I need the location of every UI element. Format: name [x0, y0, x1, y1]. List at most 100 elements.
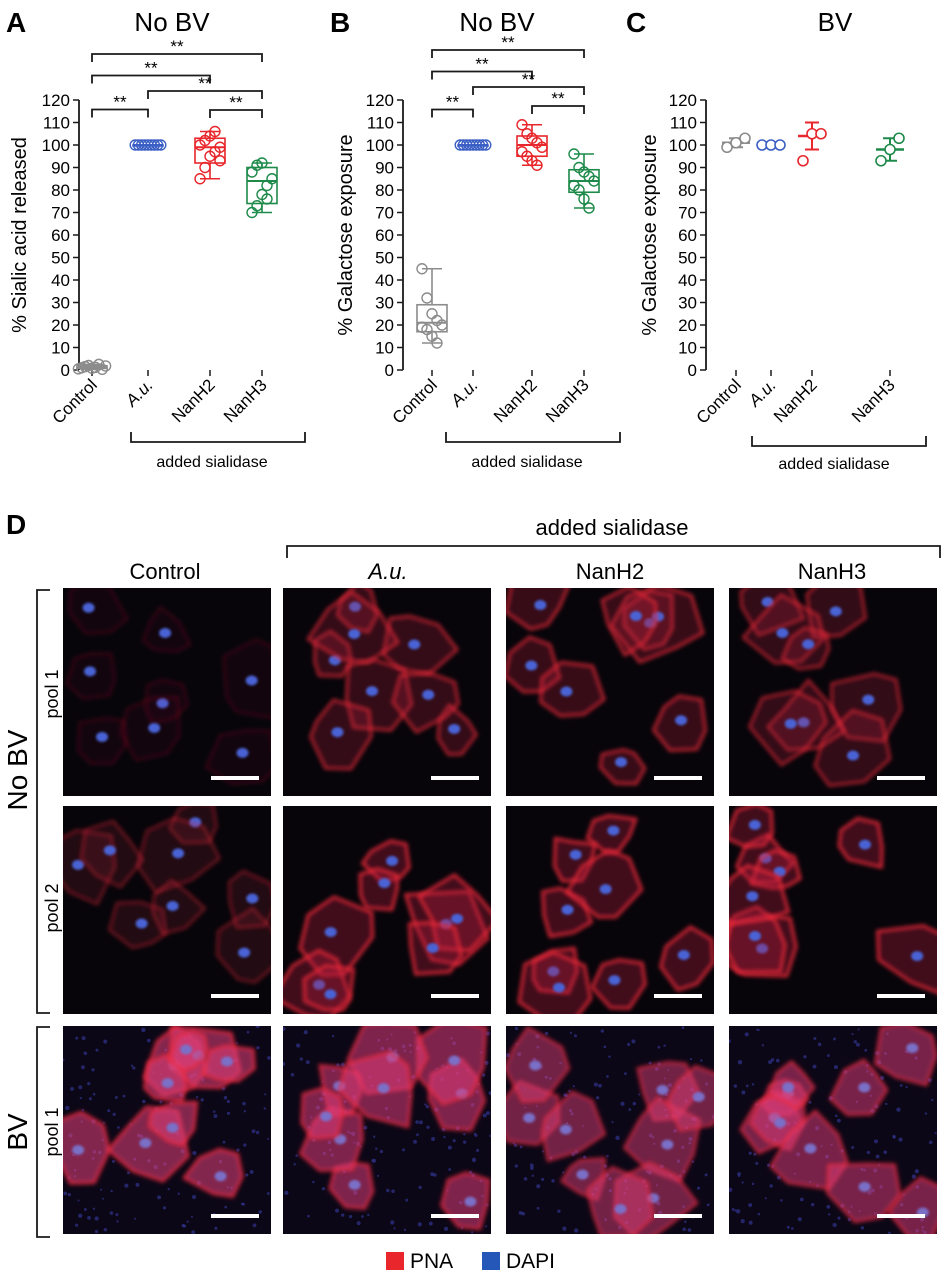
nucleus — [614, 1203, 627, 1214]
micrograph-tile-r1-a-u — [283, 588, 491, 796]
dapi-debris — [122, 1094, 126, 1098]
nucleus — [615, 757, 628, 768]
significance-a-3-bracket — [209, 109, 263, 118]
dapi-debris — [832, 1037, 836, 1041]
dapi-debris — [572, 1085, 575, 1088]
dapi-debris — [95, 1048, 99, 1052]
dapi-debris — [737, 1172, 741, 1176]
significance-a-0-bracket — [91, 53, 263, 62]
dapi-debris — [340, 1213, 345, 1217]
significance-b-0-label: ** — [501, 33, 515, 52]
significance-b-4-bracket — [431, 108, 474, 118]
legend-swatch-dapi — [482, 1252, 500, 1270]
dapi-debris — [94, 1229, 99, 1234]
y-tick-label-c-100: 100 — [669, 136, 697, 155]
dapi-debris — [307, 1214, 310, 1218]
nucleus — [448, 1055, 461, 1066]
dapi-debris — [91, 1068, 95, 1072]
micrograph-tile-r2-nanh3 — [729, 806, 937, 1014]
dapi-debris — [827, 1213, 831, 1216]
nucleus — [426, 943, 439, 954]
dapi-debris — [930, 1098, 934, 1102]
dapi-debris — [557, 1209, 561, 1213]
micrograph-tile-r2-nanh2 — [506, 806, 714, 1014]
dapi-debris — [242, 1101, 246, 1106]
dapi-debris — [684, 1220, 687, 1224]
dapi-debris — [896, 1107, 901, 1112]
bracket-added-sialidase-c: added sialidase — [751, 436, 927, 473]
dapi-debris — [110, 1189, 113, 1193]
dapi-debris — [263, 1107, 266, 1110]
point-a-control-8 — [99, 360, 112, 372]
dapi-debris — [514, 1143, 518, 1148]
nucleus — [782, 1082, 795, 1093]
dapi-debris — [103, 1227, 108, 1232]
nucleus — [408, 639, 421, 650]
dapi-debris — [748, 1220, 753, 1225]
dapi-debris — [753, 1152, 757, 1156]
nucleus — [377, 1083, 390, 1094]
nucleus — [523, 1112, 536, 1123]
y-tick-label-a-120: 120 — [42, 91, 70, 110]
point-c-nanh2-2 — [815, 127, 827, 140]
dapi-debris — [573, 1034, 577, 1038]
point-a-nanh3-6 — [251, 159, 263, 171]
nucleus — [525, 660, 538, 671]
point-b-nanh2-4 — [536, 141, 548, 153]
point-c-control-0 — [721, 141, 733, 154]
point-a-nanh2-9 — [214, 155, 226, 167]
nucleus — [348, 1179, 361, 1190]
dapi-debris — [813, 1037, 817, 1040]
dapi-debris — [448, 1168, 452, 1171]
column-header-nanh2: NanH2 — [576, 559, 644, 584]
group-label-bv: BV — [2, 1113, 33, 1151]
dapi-debris — [224, 1205, 228, 1209]
dapi-debris — [853, 1040, 857, 1044]
point-b-control-0 — [416, 263, 428, 275]
point-a-nanh3-1 — [251, 200, 263, 212]
dapi-debris — [751, 1083, 755, 1086]
dapi-debris — [418, 1185, 422, 1190]
dapi-debris — [331, 1035, 335, 1038]
significance-b-2-label: ** — [522, 70, 536, 89]
nucleus — [214, 1171, 227, 1182]
dapi-debris — [79, 1096, 82, 1100]
dapi-debris — [681, 1026, 685, 1030]
dapi-debris — [141, 1027, 146, 1033]
dapi-debris — [731, 1208, 735, 1211]
dapi-debris — [648, 1061, 652, 1065]
point-a-a-u-6 — [148, 139, 161, 151]
dapi-debris — [245, 1173, 249, 1177]
cell — [517, 951, 593, 1014]
dapi-debris — [741, 1090, 746, 1095]
dapi-debris — [416, 1133, 419, 1137]
dapi-debris — [356, 1221, 361, 1226]
dapi-debris — [162, 1206, 167, 1210]
y-tick-label-b-10: 10 — [375, 339, 394, 358]
dapi-debris — [70, 1087, 74, 1091]
nucleus — [534, 600, 547, 611]
dapi-debris — [775, 1058, 780, 1063]
nucleus — [773, 866, 786, 877]
y-tick-label-a-0: 0 — [61, 361, 70, 380]
point-b-a-u-8 — [480, 139, 492, 151]
point-c-nanh3-0 — [875, 154, 887, 167]
cell — [182, 1147, 244, 1198]
dapi-debris — [611, 1121, 614, 1124]
nucleus — [172, 848, 185, 859]
dapi-debris — [78, 1085, 83, 1090]
dapi-debris — [485, 1111, 490, 1116]
nucleus — [569, 849, 582, 860]
cell — [539, 660, 606, 718]
dapi-debris — [236, 1148, 240, 1152]
dapi-debris — [885, 1102, 888, 1106]
dapi-debris — [266, 1192, 270, 1195]
dapi-debris — [482, 1073, 486, 1077]
dapi-debris — [729, 1039, 731, 1043]
dapi-debris — [735, 1209, 741, 1214]
dapi-debris — [596, 1096, 600, 1100]
dapi-debris — [186, 1220, 189, 1223]
dapi-debris — [243, 1143, 247, 1147]
nucleus — [774, 1117, 787, 1128]
